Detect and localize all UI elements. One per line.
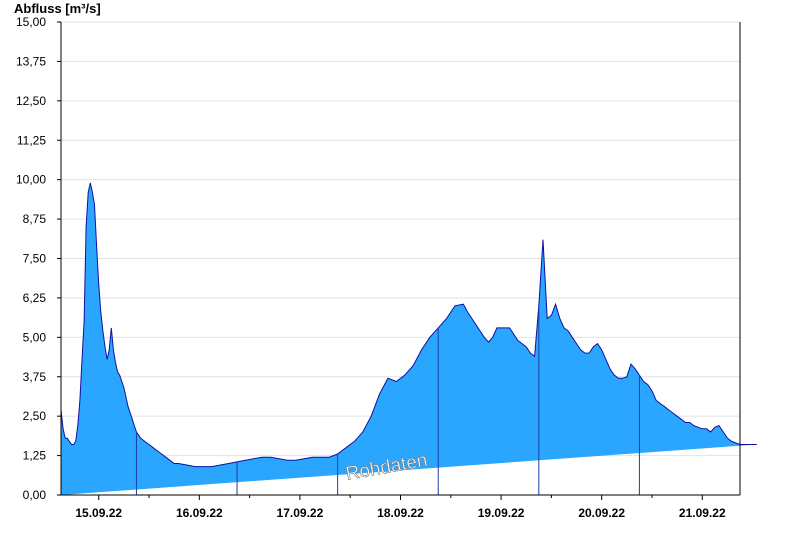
x-tick-labels: 15.09.22 16.09.22 17.09.22 18.09.22 19.09.22… bbox=[75, 506, 726, 520]
y-tick-label: 10,00 bbox=[16, 173, 46, 187]
plot-series bbox=[60, 182, 757, 496]
x-tick-label: 16.09.22 bbox=[176, 506, 223, 520]
y-tick-label: 7,50 bbox=[23, 252, 47, 266]
series-line bbox=[60, 182, 757, 468]
y-axis-title: Abfluss [m³/s] bbox=[14, 1, 101, 16]
y-tick-label: 1,25 bbox=[23, 449, 47, 463]
x-tick-label: 17.09.22 bbox=[277, 506, 324, 520]
x-tick-label: 20.09.22 bbox=[578, 506, 625, 520]
axes bbox=[57, 21, 741, 500]
grid-lines bbox=[61, 21, 740, 457]
x-tick-label: 21.09.22 bbox=[679, 506, 726, 520]
y-tick-label: 6,25 bbox=[23, 291, 47, 305]
y-tick-label: 5,00 bbox=[23, 330, 47, 344]
y-tick-label: 8,75 bbox=[23, 212, 47, 226]
y-tick-label: 3,75 bbox=[23, 370, 47, 384]
y-tick-label: 13,75 bbox=[16, 54, 46, 68]
y-tick-label: 12,50 bbox=[16, 94, 46, 108]
series-area bbox=[61, 182, 757, 496]
y-tick-label: 11,25 bbox=[17, 133, 46, 147]
y-tick-label: 15,00 bbox=[16, 15, 46, 29]
y-tick-label: 0,00 bbox=[23, 488, 47, 502]
day-marker-lines bbox=[135, 305, 640, 495]
y-tick-label: 2,50 bbox=[23, 409, 47, 423]
x-tick-label: 19.09.22 bbox=[478, 506, 525, 520]
x-tick-label: 18.09.22 bbox=[377, 506, 424, 520]
x-tick-label: 15.09.22 bbox=[75, 506, 122, 520]
y-tick-labels: 0,00 1,25 2,50 3,75 5,00 6,25 7,50 8,75 10,00 11,… bbox=[16, 15, 46, 502]
